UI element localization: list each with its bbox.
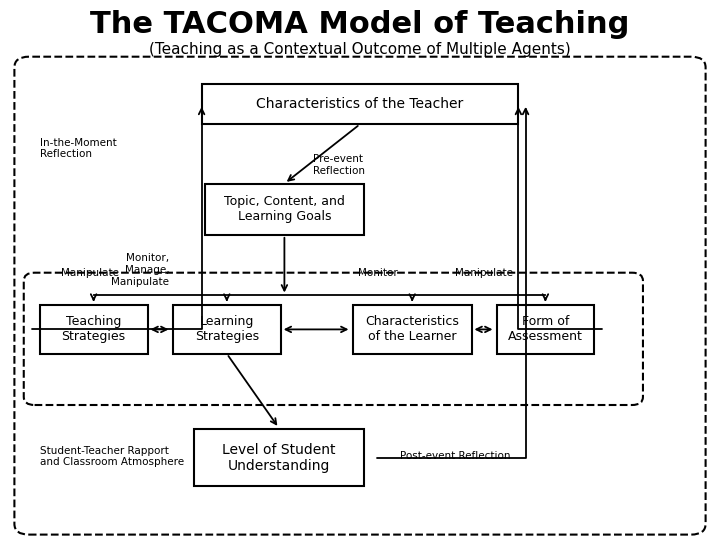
Text: Topic, Content, and
Learning Goals: Topic, Content, and Learning Goals — [224, 195, 345, 223]
Text: Pre-event
Reflection: Pre-event Reflection — [313, 154, 365, 176]
FancyBboxPatch shape — [173, 305, 281, 354]
Text: Monitor: Monitor — [358, 268, 398, 278]
FancyBboxPatch shape — [194, 429, 364, 486]
Text: Student-Teacher Rapport
and Classroom Atmosphere: Student-Teacher Rapport and Classroom At… — [40, 446, 184, 467]
Text: (Teaching as a Contextual Outcome of Multiple Agents): (Teaching as a Contextual Outcome of Mul… — [149, 42, 571, 57]
FancyBboxPatch shape — [24, 273, 643, 405]
Text: Teaching
Strategies: Teaching Strategies — [61, 315, 126, 343]
FancyBboxPatch shape — [14, 57, 706, 535]
Text: The TACOMA Model of Teaching: The TACOMA Model of Teaching — [90, 10, 630, 39]
Text: Learning
Strategies: Learning Strategies — [194, 315, 259, 343]
Text: Level of Student
Understanding: Level of Student Understanding — [222, 443, 336, 472]
Text: Manipulate: Manipulate — [455, 268, 513, 278]
Text: Characteristics of the Teacher: Characteristics of the Teacher — [256, 97, 464, 111]
Text: Manipulate: Manipulate — [61, 268, 119, 278]
Text: In-the-Moment
Reflection: In-the-Moment Reflection — [40, 138, 117, 159]
FancyBboxPatch shape — [353, 305, 472, 354]
Text: Post-event Reflection: Post-event Reflection — [400, 451, 510, 461]
FancyBboxPatch shape — [40, 305, 148, 354]
FancyBboxPatch shape — [205, 184, 364, 235]
FancyBboxPatch shape — [202, 84, 518, 124]
FancyBboxPatch shape — [497, 305, 594, 354]
Text: Characteristics
of the Learner: Characteristics of the Learner — [365, 315, 459, 343]
Text: Form of
Assessment: Form of Assessment — [508, 315, 582, 343]
Text: Monitor,
Manage,
Manipulate: Monitor, Manage, Manipulate — [111, 253, 169, 287]
